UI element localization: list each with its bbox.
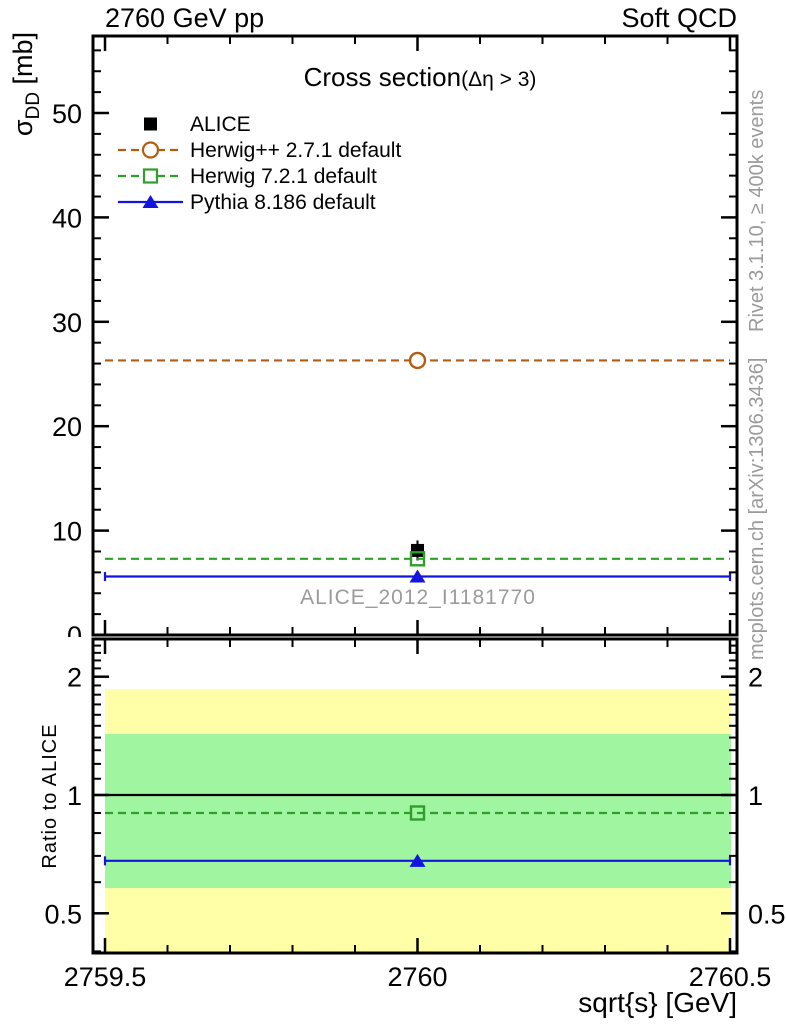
- mcplots-arxiv-note: mcplots.cern.ch [arXiv:1306.3436]: [746, 358, 768, 660]
- beam-energy-label: 2760 GeV pp: [105, 3, 264, 33]
- top-y-tick-label: 40: [52, 203, 82, 233]
- legend-entry-herwig7: Herwig 7.2.1 default: [118, 165, 377, 188]
- ratio-y-tick-label: 1: [67, 781, 82, 811]
- open-square-icon: [142, 168, 159, 184]
- ratio-panel-frame: [91, 637, 739, 955]
- top-y-axis-title: σDD [mb]: [8, 32, 44, 136]
- ratio-uncertainty-bands: [105, 689, 731, 952]
- top-y-tick-label: 30: [52, 308, 82, 338]
- plot-title: Cross section(Δη > 3): [304, 62, 537, 92]
- ratio-y-tick-label-right: 2: [748, 663, 763, 693]
- legend: ALICE Herwig++ 2.7.1 default Herwig 7.2.…: [118, 113, 401, 214]
- x-tick-label: 2760.5: [689, 962, 772, 992]
- data-series-layer: [93, 351, 737, 867]
- ratio-y-tick-label-right: 1: [748, 781, 763, 811]
- process-group-label: Soft QCD: [621, 3, 737, 33]
- axis-tick-labels-layer: 0 10 20 30 40 50 0.5 0.5 1 1 2 2 2759.5 2760 2760.5: [44, 99, 785, 992]
- analysis-id-watermark: ALICE_2012_I1181770: [300, 586, 536, 609]
- legend-label: Herwig 7.2.1 default: [190, 165, 377, 188]
- legend-entry-alice: ALICE: [144, 113, 251, 136]
- x-axis-title: sqrt{s} [GeV]: [578, 987, 737, 1018]
- rivet-version-note: Rivet 3.1.10, ≥ 400k events: [746, 90, 768, 332]
- top-y-tick-label: 0: [67, 621, 82, 651]
- filled-triangle-marker: [409, 853, 426, 867]
- filled-triangle-icon: [142, 195, 159, 208]
- ratio-y-tick-label: 2: [67, 663, 82, 693]
- ratio-y-tick-label: 0.5: [44, 899, 82, 929]
- open-square-marker: [409, 805, 426, 821]
- ratio-y-axis-title: Ratio to ALICE: [39, 723, 61, 868]
- top-y-tick-label: 10: [52, 517, 82, 547]
- filled-triangle-marker: [409, 569, 426, 583]
- open-square-marker: [409, 551, 426, 567]
- legend-label: Pythia 8.186 default: [190, 191, 376, 214]
- top-y-tick-label: 20: [52, 412, 82, 442]
- legend-entry-herwigpp: Herwig++ 2.7.1 default: [118, 139, 401, 162]
- x-tick-label: 2760: [387, 962, 447, 992]
- legend-label: ALICE: [190, 113, 251, 136]
- filled-square-marker: [411, 543, 424, 557]
- top-panel-frame: [91, 34, 739, 637]
- top-y-tick-label: 50: [52, 99, 82, 129]
- filled-square-icon: [144, 117, 157, 131]
- open-circle-marker: [408, 351, 427, 370]
- open-circle-icon: [141, 141, 160, 159]
- legend-label: Herwig++ 2.7.1 default: [190, 139, 401, 162]
- legend-entry-pythia: Pythia 8.186 default: [118, 191, 376, 214]
- ratio-y-tick-label-right: 0.5: [748, 899, 786, 929]
- x-tick-label: 2759.5: [64, 962, 147, 992]
